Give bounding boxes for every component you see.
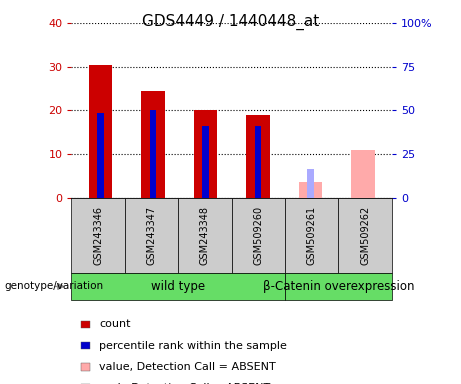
Bar (307, 169, 314, 198)
Bar (141, 91, 165, 198)
Text: genotype/variation: genotype/variation (5, 281, 104, 291)
Text: GSM509260: GSM509260 (254, 206, 263, 265)
Bar (149, 111, 156, 198)
Text: GSM509261: GSM509261 (307, 206, 317, 265)
Bar (246, 115, 270, 198)
Text: GSM509262: GSM509262 (360, 205, 370, 265)
Text: wild type: wild type (151, 280, 205, 293)
Text: count: count (99, 319, 130, 329)
Text: GDS4449 / 1440448_at: GDS4449 / 1440448_at (142, 13, 319, 30)
Bar (351, 150, 375, 198)
Text: β-Catenin overexpression: β-Catenin overexpression (263, 280, 414, 293)
Text: GSM243347: GSM243347 (147, 206, 157, 265)
Bar (194, 111, 217, 198)
Bar (299, 182, 322, 198)
Bar (89, 65, 112, 198)
Text: GSM243348: GSM243348 (200, 206, 210, 265)
Text: rank, Detection Call = ABSENT: rank, Detection Call = ABSENT (99, 383, 270, 384)
Text: value, Detection Call = ABSENT: value, Detection Call = ABSENT (99, 362, 276, 372)
Bar (202, 126, 209, 198)
Bar (254, 126, 261, 198)
Bar (97, 113, 104, 198)
Text: GSM243346: GSM243346 (93, 206, 103, 265)
Text: percentile rank within the sample: percentile rank within the sample (99, 341, 287, 351)
